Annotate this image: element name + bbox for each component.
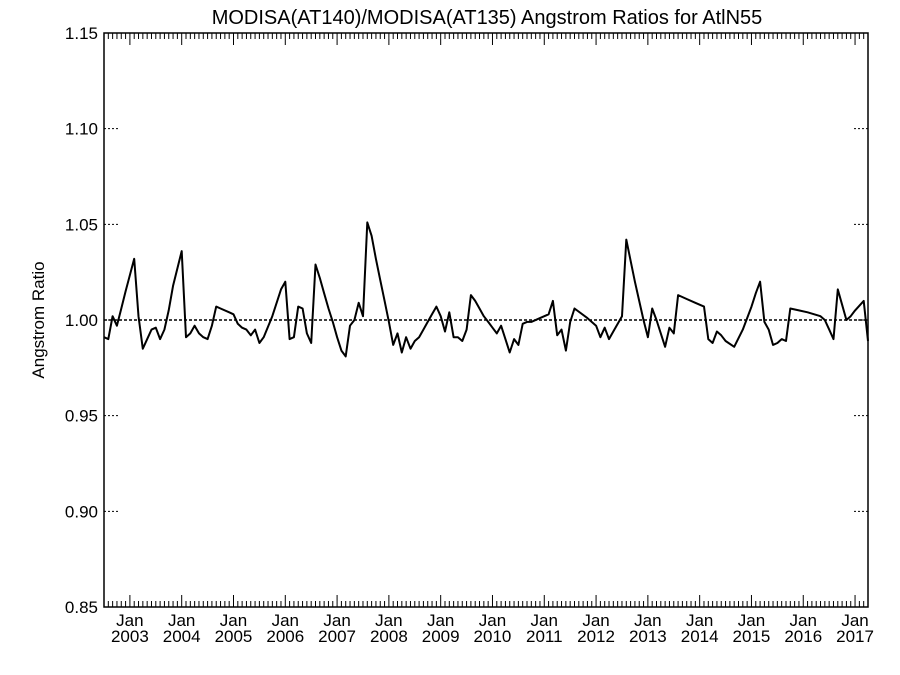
x-tick-label-month: Jan <box>634 611 661 630</box>
y-tick-label: 1.15 <box>65 24 98 43</box>
x-tick-label-month: Jan <box>686 611 713 630</box>
x-tick-label-year: 2006 <box>266 627 304 646</box>
y-tick-label: 1.00 <box>65 311 98 330</box>
y-tick-label: 1.10 <box>65 120 98 139</box>
series-line <box>103 221 869 358</box>
x-tick-label-year: 2011 <box>526 627 563 646</box>
y-tick-label: 0.85 <box>65 598 98 617</box>
x-tick-label-month: Jan <box>220 611 247 630</box>
x-tick-label-year: 2004 <box>163 627 201 646</box>
x-tick-label-month: Jan <box>427 611 454 630</box>
x-tick-label-month: Jan <box>479 611 506 630</box>
y-tick-label: 1.05 <box>65 215 98 234</box>
x-tick-label-year: 2014 <box>681 627 719 646</box>
x-tick-label-month: Jan <box>375 611 402 630</box>
x-tick-label-year: 2013 <box>629 627 667 646</box>
x-tick-label-year: 2008 <box>370 627 408 646</box>
x-tick-label-month: Jan <box>841 611 868 630</box>
x-tick-label-month: Jan <box>790 611 817 630</box>
x-tick-label-month: Jan <box>168 611 195 630</box>
x-tick-label-year: 2012 <box>577 627 615 646</box>
y-axis-label: Angstrom Ratio <box>29 261 48 378</box>
x-tick-label-month: Jan <box>582 611 609 630</box>
y-tick-label: 0.90 <box>65 502 98 521</box>
y-tick-label: 0.95 <box>65 407 98 426</box>
x-tick-label-month: Jan <box>272 611 299 630</box>
x-tick-label-year: 2005 <box>215 627 253 646</box>
x-tick-label-month: Jan <box>738 611 765 630</box>
x-tick-label-year: 2009 <box>422 627 460 646</box>
x-tick-label-year: 2017 <box>836 627 874 646</box>
chart-title: MODISA(AT140)/MODISA(AT135) Angstrom Rat… <box>212 7 763 29</box>
x-tick-label-year: 2007 <box>318 627 356 646</box>
x-tick-label-year: 2003 <box>111 627 149 646</box>
x-tick-label-month: Jan <box>531 611 558 630</box>
x-tick-label-month: Jan <box>116 611 143 630</box>
x-tick-label-year: 2010 <box>474 627 512 646</box>
x-tick-label-year: 2015 <box>733 627 771 646</box>
x-tick-label-month: Jan <box>323 611 350 630</box>
x-tick-label-year: 2016 <box>784 627 822 646</box>
